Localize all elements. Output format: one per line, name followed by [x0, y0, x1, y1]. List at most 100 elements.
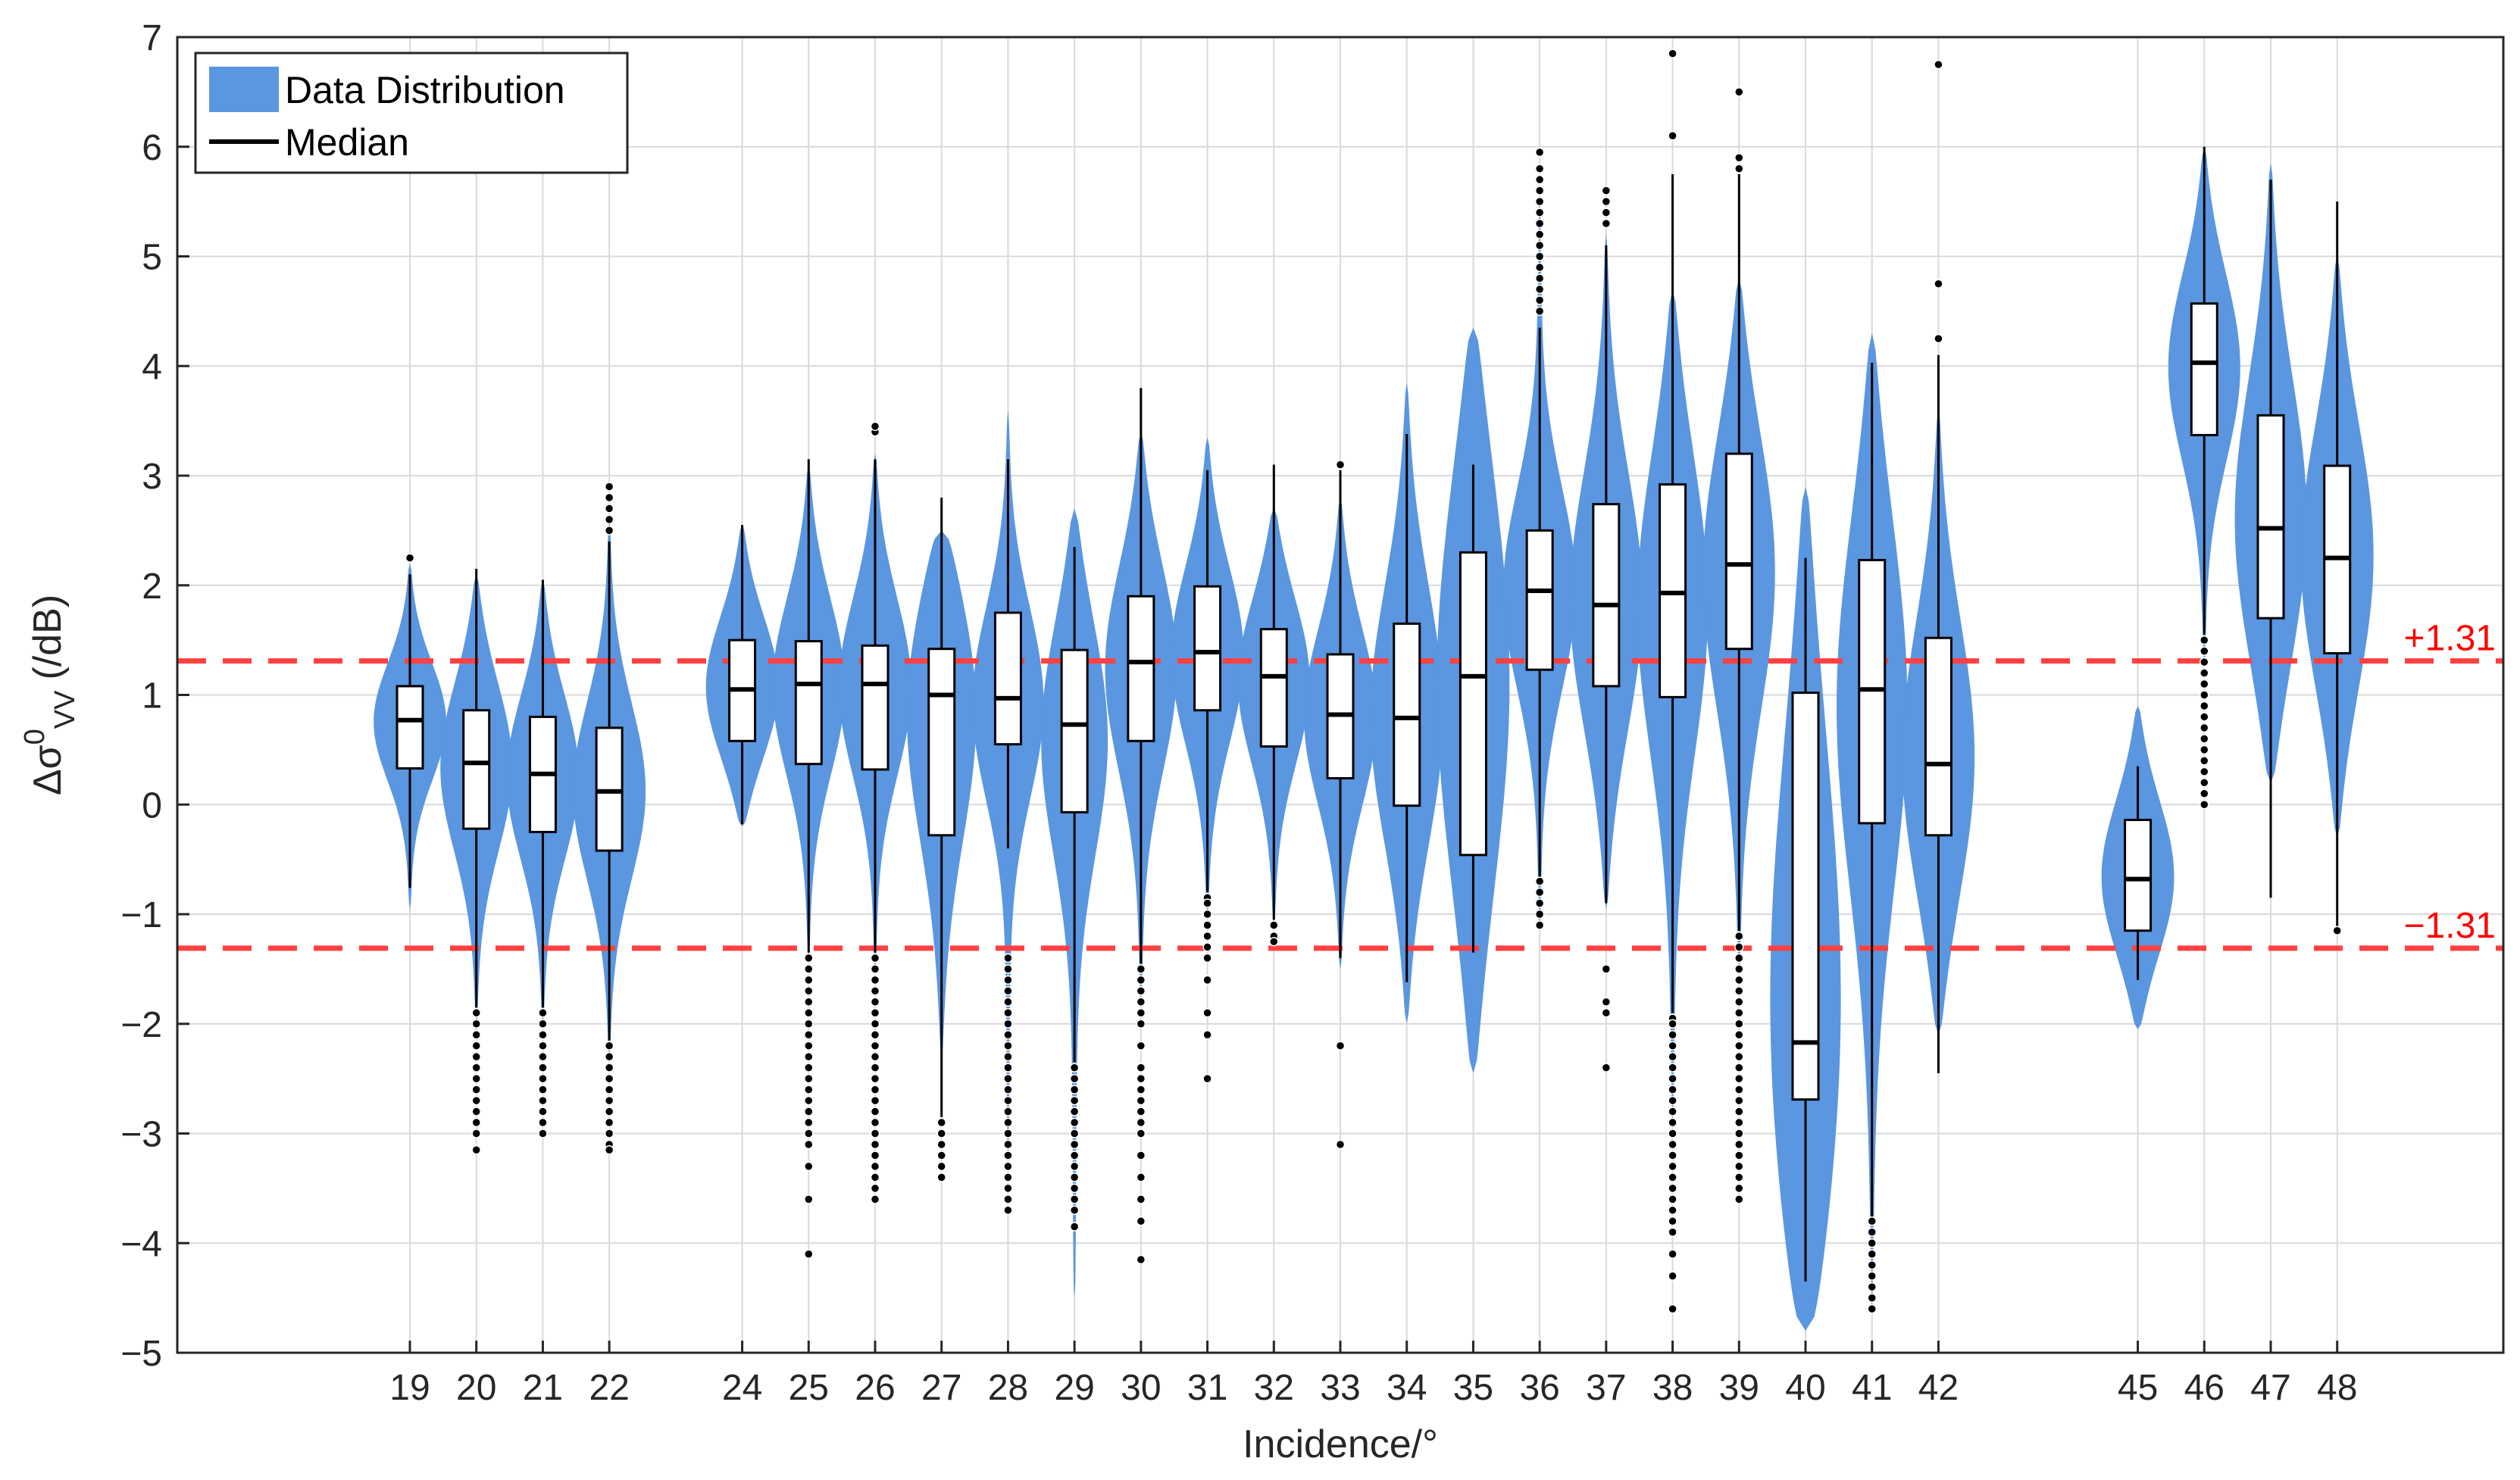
outlier-point	[2200, 701, 2209, 711]
outlier-point	[804, 1073, 814, 1084]
outlier-point	[1069, 1095, 1080, 1106]
y-tick-label: 0	[142, 785, 162, 826]
outlier-point	[1734, 1085, 1744, 1094]
outlier-point	[1668, 1183, 1677, 1194]
outlier-point	[1534, 887, 1545, 898]
outlier-point	[2200, 767, 2209, 777]
outlier-point	[1934, 333, 1943, 344]
outlier-point	[1202, 898, 1212, 908]
outlier-point	[936, 1151, 946, 1160]
outlier-point	[870, 1095, 880, 1106]
outlier-point	[538, 1073, 548, 1084]
outlier-point	[2200, 646, 2209, 656]
y-axis-title-subscript: VV	[49, 690, 81, 729]
box-25	[794, 640, 823, 766]
outlier-point	[471, 1019, 481, 1029]
outlier-point	[870, 1129, 880, 1138]
outlier-point	[1668, 1107, 1677, 1116]
outlier-point	[1534, 174, 1545, 185]
y-tick-label: −5	[120, 1334, 162, 1374]
outlier-point	[604, 492, 614, 503]
outlier-point	[804, 1107, 814, 1116]
box-19	[396, 685, 424, 770]
outlier-point	[870, 1051, 880, 1062]
outlier-point	[1534, 284, 1545, 295]
outlier-point	[604, 514, 614, 525]
outlier-point	[1867, 1260, 1877, 1270]
outlier-point	[870, 997, 880, 1007]
outlier-point	[1136, 1041, 1146, 1051]
y-axis-ticks: −5 −4 −3 −2 −1 0 1 2 3 4 5 6 7	[120, 18, 189, 1374]
outlier-point	[1136, 1019, 1146, 1029]
outlier-point	[538, 1008, 548, 1018]
outlier-point	[1867, 1238, 1877, 1248]
outlier-point	[1534, 898, 1545, 908]
outlier-point	[870, 1029, 880, 1040]
violin-layer	[374, 146, 2374, 1331]
x-tick-label: 41	[1852, 1368, 1892, 1408]
outlier-point	[2200, 657, 2209, 667]
x-tick-label: 30	[1121, 1368, 1161, 1408]
outlier-point	[1003, 1205, 1013, 1216]
outlier-point	[604, 1051, 614, 1062]
outlier-point	[1202, 942, 1212, 952]
outlier-point	[1734, 1019, 1744, 1029]
outlier-point	[1534, 186, 1545, 195]
x-tick-label: 19	[389, 1368, 430, 1408]
outlier-point	[1136, 1063, 1146, 1073]
x-tick-label: 36	[1519, 1368, 1559, 1408]
outlier-point	[471, 1029, 481, 1040]
outlier-point	[2332, 926, 2342, 935]
outlier-point	[804, 986, 814, 996]
outlier-point	[804, 1129, 814, 1138]
outlier-point	[1734, 975, 1744, 985]
outlier-point	[1003, 953, 1013, 963]
box-35	[1459, 551, 1487, 857]
box-34	[1393, 622, 1421, 807]
outlier-point	[1003, 997, 1013, 1007]
outlier-point	[1867, 1304, 1877, 1314]
outlier-point	[804, 1008, 814, 1018]
outlier-point	[471, 1073, 481, 1084]
outlier-point	[1136, 1073, 1146, 1084]
outlier-point	[1668, 1139, 1677, 1150]
outlier-point	[1069, 1063, 1080, 1073]
outlier-point	[2200, 788, 2209, 799]
outlier-point	[1734, 942, 1744, 952]
outlier-point	[1668, 1227, 1677, 1238]
outlier-point	[1867, 1216, 1877, 1226]
x-tick-label: 40	[1785, 1368, 1825, 1408]
y-tick-label: 3	[142, 457, 162, 497]
outlier-point	[1003, 1073, 1013, 1084]
outlier-point	[471, 1144, 481, 1155]
outlier-point	[1668, 1085, 1677, 1094]
outlier-point	[1003, 1063, 1013, 1073]
outlier-point	[1003, 1117, 1013, 1128]
outlier-point	[2200, 800, 2209, 810]
outlier-point	[804, 1117, 814, 1128]
outlier-point	[1534, 164, 1545, 173]
outlier-point	[604, 1144, 614, 1155]
outlier-point	[1069, 1117, 1080, 1128]
outlier-point	[471, 1117, 481, 1128]
outlier-point	[1534, 196, 1545, 207]
box-40	[1791, 692, 1820, 1101]
outlier-point	[1003, 1095, 1013, 1106]
outlier-point	[1136, 1107, 1146, 1116]
outlier-point	[1668, 1216, 1677, 1226]
outlier-point	[1601, 1063, 1612, 1073]
y-tick-label: −2	[120, 1005, 162, 1045]
outlier-point	[471, 1063, 481, 1073]
outlier-point	[2200, 668, 2209, 678]
box-28	[993, 611, 1022, 746]
box-20	[462, 709, 491, 830]
x-tick-label: 32	[1254, 1368, 1294, 1408]
boxplot-layer	[396, 48, 2352, 1314]
outlier-point	[1003, 1129, 1013, 1138]
outlier-point	[1136, 975, 1146, 985]
outlier-point	[1136, 1129, 1146, 1138]
reference-label: +1.31	[2404, 619, 2496, 659]
y-tick-label: 5	[142, 238, 162, 278]
outlier-point	[1003, 1019, 1013, 1029]
